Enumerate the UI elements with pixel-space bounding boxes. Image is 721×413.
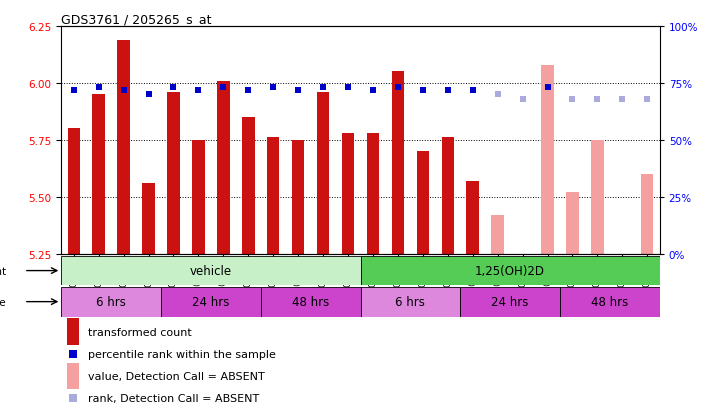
Bar: [67, 319, 79, 345]
Bar: [342, 133, 354, 254]
Bar: [360, 287, 460, 317]
Text: 1,25(OH)2D: 1,25(OH)2D: [475, 264, 545, 278]
Text: 48 hrs: 48 hrs: [591, 295, 629, 309]
Text: transformed count: transformed count: [88, 327, 192, 337]
Bar: [566, 192, 579, 254]
Bar: [641, 174, 653, 254]
Bar: [118, 40, 130, 254]
Bar: [161, 287, 261, 317]
Bar: [267, 138, 280, 254]
Bar: [560, 287, 660, 317]
Text: percentile rank within the sample: percentile rank within the sample: [88, 349, 276, 359]
Bar: [68, 129, 80, 254]
Text: time: time: [0, 297, 6, 307]
Bar: [261, 287, 360, 317]
Bar: [61, 287, 161, 317]
Text: agent: agent: [0, 266, 6, 276]
Bar: [392, 72, 404, 254]
Text: value, Detection Call = ABSENT: value, Detection Call = ABSENT: [88, 371, 265, 381]
Bar: [167, 93, 180, 254]
Bar: [217, 81, 229, 254]
Bar: [292, 140, 304, 254]
Bar: [466, 181, 479, 254]
Bar: [492, 215, 504, 254]
Bar: [460, 287, 560, 317]
Bar: [541, 65, 554, 254]
Bar: [242, 118, 255, 254]
Bar: [360, 256, 660, 286]
Bar: [591, 140, 603, 254]
Bar: [317, 93, 329, 254]
Text: 6 hrs: 6 hrs: [96, 295, 126, 309]
Text: 6 hrs: 6 hrs: [395, 295, 425, 309]
Bar: [616, 254, 629, 279]
Bar: [516, 254, 528, 279]
Bar: [67, 363, 79, 389]
Bar: [142, 183, 155, 254]
Text: 24 hrs: 24 hrs: [193, 295, 229, 309]
Bar: [441, 138, 454, 254]
Text: GDS3761 / 205265_s_at: GDS3761 / 205265_s_at: [61, 13, 212, 26]
Bar: [417, 152, 429, 254]
Bar: [92, 95, 105, 254]
Text: 48 hrs: 48 hrs: [292, 295, 329, 309]
Text: vehicle: vehicle: [190, 264, 232, 278]
Bar: [61, 256, 360, 286]
Text: 24 hrs: 24 hrs: [492, 295, 528, 309]
Text: rank, Detection Call = ABSENT: rank, Detection Call = ABSENT: [88, 393, 260, 403]
Bar: [367, 133, 379, 254]
Bar: [193, 140, 205, 254]
